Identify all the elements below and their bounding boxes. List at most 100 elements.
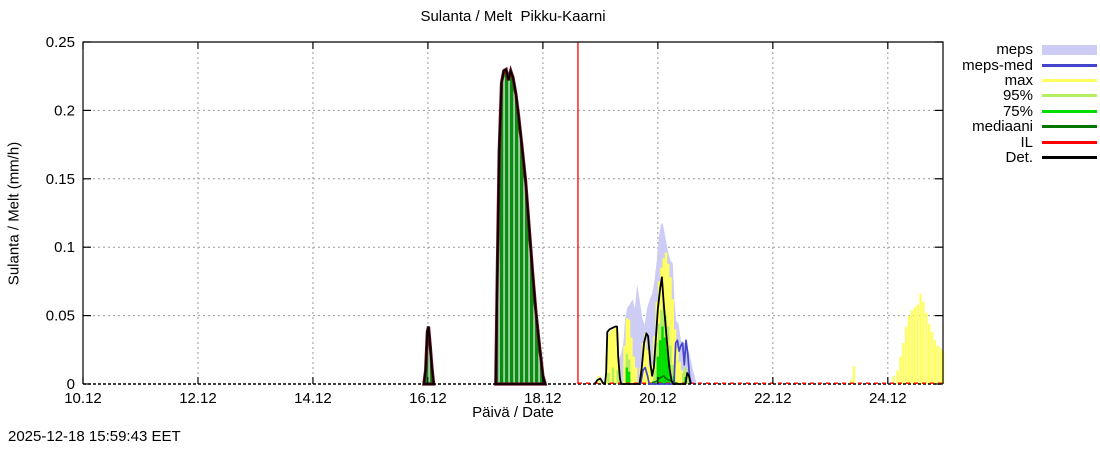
observed-melt-outline — [494, 67, 547, 385]
series-max-bar — [922, 301, 925, 384]
x-tick-label: 16.12 — [409, 390, 447, 407]
series-max-bar — [925, 312, 928, 384]
series-max-bar — [902, 342, 905, 384]
series-max-bar — [627, 319, 631, 384]
series-max-bar — [916, 304, 919, 384]
series-max-bar — [930, 332, 934, 384]
series-max-bar — [928, 323, 931, 384]
p95-line-swatch — [1042, 94, 1097, 98]
legend-item-meps-med: meps-med — [962, 56, 1097, 74]
series-max-bar — [644, 333, 647, 384]
series-95%-bar — [684, 367, 687, 384]
legend-item-il: IL — [962, 133, 1097, 151]
series-max-bar — [678, 362, 681, 384]
series-max-bar — [676, 348, 679, 384]
legend: meps meps-med max 95% 75% mediaani IL D — [962, 42, 1097, 165]
series-max-bar — [623, 345, 626, 384]
series-max-bar — [939, 348, 942, 384]
series-max-bar — [907, 315, 911, 384]
legend-label: meps-med — [962, 56, 1033, 74]
det-line-swatch — [1042, 155, 1097, 159]
y-tick-label: 0.05 — [46, 308, 75, 325]
x-tick-label: 20.12 — [639, 390, 677, 407]
series-max-bar — [936, 345, 940, 384]
series-max-bar — [667, 263, 670, 384]
legend-label: Det. — [1005, 148, 1033, 166]
series-max-bar — [646, 349, 649, 384]
series-max-bar — [910, 310, 914, 384]
series-max-bar — [852, 366, 856, 384]
legend-label: meps — [996, 41, 1033, 59]
series-75%-bar — [663, 337, 666, 384]
series-max-bar — [913, 307, 917, 384]
series-95%-bar — [681, 373, 685, 384]
y-tick-label: 0.25 — [46, 34, 75, 51]
series-max-bar — [614, 327, 617, 384]
y-tick-label: 0.1 — [54, 239, 75, 256]
x-tick-label: 18.12 — [524, 390, 562, 407]
legend-item-max: max — [962, 73, 1097, 88]
x-tick-label: 10.12 — [64, 390, 102, 407]
x-tick-label: 22.12 — [754, 390, 792, 407]
series-max-bar — [611, 329, 615, 384]
x-tick-label: 12.12 — [179, 390, 217, 407]
series-max-bar — [892, 375, 895, 384]
il-line-swatch — [1042, 140, 1097, 144]
legend-item-det: Det. — [962, 150, 1097, 165]
series-95%-bar — [607, 373, 610, 384]
observed-melt-outline — [422, 326, 435, 385]
series-75%-bar — [658, 340, 662, 384]
legend-label: 95% — [1002, 87, 1033, 105]
series-max-bar — [669, 277, 672, 384]
series-max-bar — [607, 334, 610, 384]
series-max-bar — [609, 330, 612, 384]
series-75%-bar — [668, 364, 671, 384]
series-75%-bar — [656, 356, 660, 384]
legend-item-75: 75% — [962, 104, 1097, 119]
series-max-bar — [630, 337, 633, 384]
max-line-swatch — [1042, 78, 1097, 82]
series-max-bar — [625, 318, 629, 384]
y-tick-label: 0 — [67, 376, 75, 393]
x-axis-label: Päivä / Date — [472, 404, 554, 421]
series-95%-bar — [686, 373, 689, 384]
series-max-bar — [648, 367, 652, 384]
series-95%-bar — [653, 370, 656, 384]
chart-title: Sulanta / Melt Pikku-Kaarni — [420, 8, 606, 25]
y-tick-label: 0.2 — [54, 102, 75, 119]
legend-label: 75% — [1002, 102, 1033, 120]
x-tick-label: 14.12 — [294, 390, 332, 407]
series-95%-bar — [671, 364, 675, 384]
legend-item-meps: meps — [962, 42, 1097, 57]
x-tick-label: 24.12 — [869, 390, 907, 407]
timestamp: 2025-12-18 15:59:43 EET — [8, 428, 181, 445]
series-max-bar — [896, 370, 899, 384]
series-max-bar — [919, 293, 922, 384]
series-max-bar — [933, 340, 937, 384]
legend-label: mediaani — [972, 118, 1033, 136]
series-75%-bar — [665, 348, 669, 384]
series-max-bar — [634, 367, 638, 384]
y-tick-label: 0.15 — [46, 171, 75, 188]
series-75%-bar — [625, 367, 629, 384]
series-95%-bar — [611, 367, 615, 384]
series-Det. — [593, 276, 692, 385]
plot-border — [82, 41, 944, 384]
series-meps-med — [639, 339, 693, 385]
series-max-bar — [671, 299, 675, 384]
p75-line-swatch — [1042, 109, 1097, 113]
series-75%-bar — [627, 371, 631, 384]
series-75%-bar — [661, 326, 664, 384]
meps-med-line-swatch — [1042, 63, 1097, 67]
series-max-bar — [905, 326, 908, 384]
legend-item-mediaani: mediaani — [962, 119, 1097, 134]
legend-label: max — [1004, 71, 1033, 89]
series-max-bar — [899, 356, 902, 384]
mediaani-line-swatch — [1042, 125, 1097, 129]
legend-item-95: 95% — [962, 88, 1097, 103]
legend-label: IL — [1020, 133, 1033, 151]
series-max-bar — [849, 379, 853, 384]
series-max-bar — [632, 356, 635, 384]
